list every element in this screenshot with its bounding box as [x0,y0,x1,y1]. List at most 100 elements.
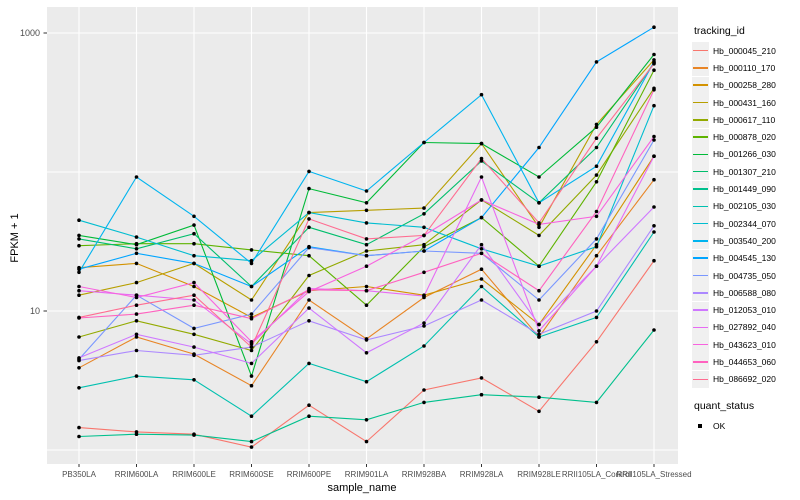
data-point [192,298,196,302]
legend-item-label: Hb_044653_060 [713,356,776,367]
data-point [652,328,656,332]
data-point [422,244,426,249]
data-point [134,295,139,300]
axis-ticks [43,32,655,467]
data-point [422,270,426,275]
data-point [594,60,599,64]
legend-title-tracking-id: tracking_id [694,25,745,37]
data-point [307,319,311,323]
data-point [537,332,541,337]
quant-status-legend: quant_status OK [692,400,798,434]
data-point [422,212,426,216]
data-point [249,445,254,449]
data-point [249,298,254,302]
data-point [422,400,426,405]
data-point [364,439,369,444]
data-point [192,303,196,308]
legend-item-Hb_000617_110: Hb_000617_110 [692,111,798,129]
line-swatch-icon [692,197,709,215]
line-swatch-icon [692,318,709,336]
data-point [77,218,81,222]
data-point [192,378,196,382]
line-swatch-icon [692,249,709,267]
x-tick-label: PB350LA [62,470,96,479]
data-point [77,425,81,430]
data-point [652,230,656,234]
line-swatch-icon [692,301,709,319]
data-point [652,25,656,30]
legend-item-Hb_086692_020: Hb_086692_020 [692,370,798,388]
data-point [537,225,541,230]
data-point [537,221,541,225]
data-point [192,223,196,227]
data-point [364,221,369,225]
y-tick-label: 1000 [20,28,40,38]
data-point [364,189,369,193]
data-point [537,298,541,302]
legend-item-Hb_003540_200: Hb_003540_200 [692,232,798,250]
y-axis-title: FPKM + 1 [9,213,21,263]
data-point [77,270,81,275]
legend-item-Hb_027892_040: Hb_027892_040 [692,318,798,336]
legend-title-quant-status: quant_status [694,399,755,412]
data-point [249,284,254,289]
data-point [479,392,484,397]
line-swatch-icon [692,145,709,163]
data-point [307,225,311,230]
data-point [192,353,196,358]
x-tick-label: RRII105LA_Stressed [616,470,691,479]
data-point [364,284,369,289]
data-point [134,432,139,437]
data-point [249,383,254,388]
legend-item-label: Hb_004735_050 [713,270,776,281]
x-tick-label: RRIM928LE [517,470,561,479]
data-point [192,433,196,437]
y-tick-label: 10 [30,306,40,316]
x-tick-label: RRIM600LE [172,470,216,479]
data-point [77,335,81,339]
data-point [479,298,484,302]
x-tick-label: RRIM928BA [402,470,447,479]
y-tick-labels: 1000 10 [20,28,40,316]
line-swatch-icon [692,163,709,181]
data-point [249,374,254,378]
legend-item-Hb_012053_010: Hb_012053_010 [692,301,798,319]
data-point [422,294,426,298]
data-point [249,361,254,366]
data-point [479,156,484,161]
legend-item-label: Hb_004545_130 [713,253,776,264]
data-point [307,306,311,310]
data-point [594,145,599,150]
data-point [364,201,369,205]
data-point [537,322,541,327]
data-point [537,145,541,150]
line-swatch-icon [692,76,709,94]
legend-item-label: Hb_000431_160 [713,97,776,108]
data-point [134,247,139,251]
data-point [249,258,254,263]
data-point [192,241,196,246]
data-point [594,237,599,241]
x-tick-label: RRIM600SE [229,470,273,479]
line-swatch-icon [692,336,709,354]
data-point [422,225,426,230]
data-point [364,379,369,384]
data-point [134,303,139,308]
data-point [307,253,311,258]
legend-item-label: Hb_000110_170 [713,62,776,73]
legend-item-Hb_001307_210: Hb_001307_210 [692,163,798,181]
data-point [249,340,254,344]
data-point [192,253,196,258]
data-point [479,159,484,163]
data-point [594,244,599,249]
data-point [307,245,311,250]
data-point [364,237,369,241]
data-point [652,68,656,72]
data-point [192,284,196,289]
line-swatch-icon [692,267,709,284]
x-tick-labels: PB350LA RRIM600LA RRIM600LE RRIM600SE RRIM60… [62,470,691,479]
data-point [422,344,426,348]
data-point [364,253,369,258]
legend-item-Hb_004735_050: Hb_004735_050 [692,267,798,284]
